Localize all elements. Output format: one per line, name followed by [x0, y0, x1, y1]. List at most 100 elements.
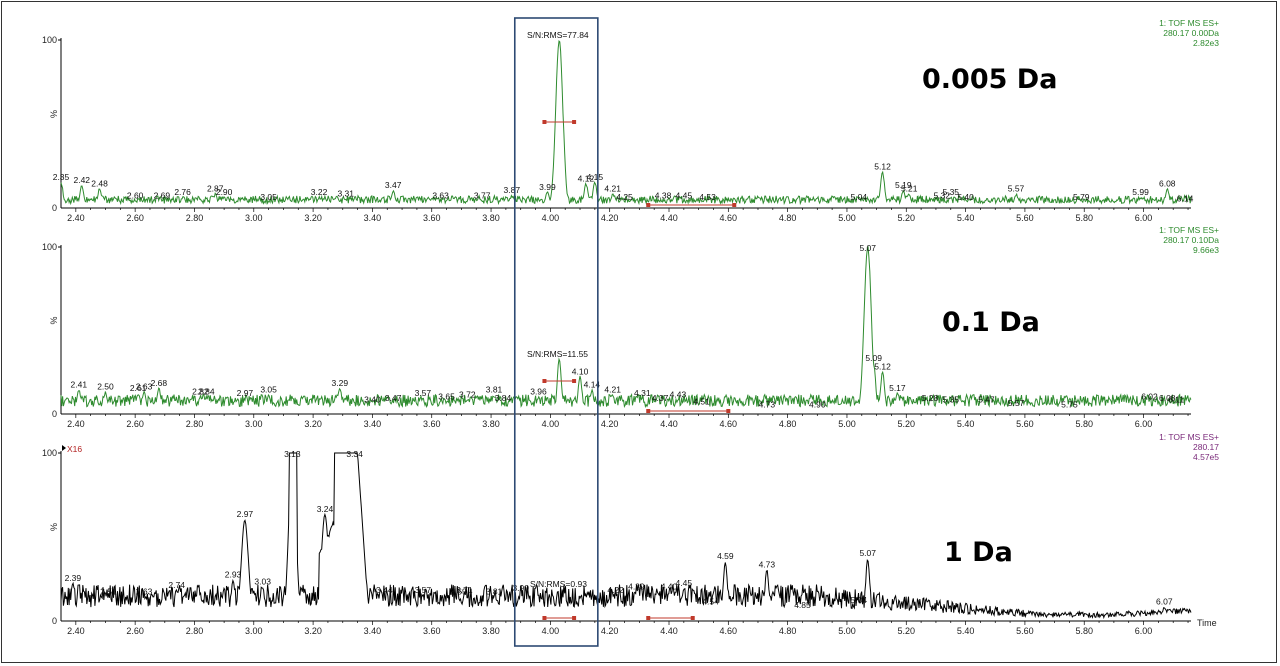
x-tick-label: 5.80 — [1075, 419, 1093, 429]
x-tick-label: 4.80 — [779, 419, 797, 429]
peak-label: 4.45 — [676, 190, 693, 200]
panel-2: 100% 0 2.40 2.60 2.80 3.00 3.20 3.40 3.60 3.80 4.0… — [42, 225, 1219, 429]
peak-label: 2.76 — [174, 187, 191, 197]
peak-label: 4.51 — [693, 396, 710, 406]
peak-label: 4.21 — [604, 385, 621, 395]
x-tick-label: 4.40 — [660, 213, 678, 223]
x-tick-label: 4.60 — [720, 626, 738, 636]
peak-label: 2.63 — [136, 586, 153, 596]
y-tick-label: 0 — [52, 616, 57, 626]
x-tick-label: 2.60 — [126, 419, 144, 429]
x-tick-label: 5.80 — [1075, 213, 1093, 223]
peak-label: 5.40 — [957, 192, 974, 202]
peak-label: 4.25 — [616, 192, 633, 202]
peak-label: 6.08 — [1159, 393, 1176, 403]
x-tick-label: 5.00 — [838, 626, 856, 636]
peak-label: 4.10 — [572, 366, 589, 376]
x-tick-label: 5.40 — [957, 213, 975, 223]
x-tick-label: 5.00 — [838, 419, 856, 429]
x-tick-label: 2.40 — [67, 213, 85, 223]
peak-label: 3.57 — [415, 388, 432, 398]
peak-label: 4.85 — [794, 600, 811, 610]
x-tick-label: 5.60 — [1016, 626, 1034, 636]
peak-label: 4.73 — [759, 560, 776, 570]
peak-label: 2.39 — [65, 573, 82, 583]
peak-label: 5.47 — [978, 395, 995, 405]
peak-label: 3.47 — [385, 393, 402, 403]
y-tick-label: 100 — [42, 448, 57, 458]
peak-label: 5.35 — [942, 395, 959, 405]
peak-label: 3.40 — [364, 395, 381, 405]
peak-label: 5.79 — [1073, 192, 1090, 202]
peak-label: 5.35 — [942, 187, 959, 197]
peak-label: 3.63 — [432, 190, 449, 200]
peak-label: 2.42 — [73, 175, 90, 185]
x-tick-label: 4.40 — [660, 419, 678, 429]
x-tick-label: 5.20 — [898, 213, 916, 223]
y-tick-label: % — [49, 110, 59, 118]
panel-1: 100% 0 2.40 2.60 2.80 3.00 3.20 3.40 3.60 3.80 4.0… — [42, 18, 1219, 223]
peak-label: 2.50 — [97, 381, 114, 391]
trace-line — [60, 40, 1192, 206]
x-tick-label: 3.40 — [364, 626, 382, 636]
y-tick-label: 100 — [42, 242, 57, 252]
x-tick-label: 4.80 — [779, 626, 797, 636]
peak-label: 5.75 — [1061, 400, 1078, 410]
x-tick-label: 2.80 — [186, 419, 204, 429]
x-tick-label: 5.40 — [957, 419, 975, 429]
peak-label: 3.13 — [284, 449, 301, 459]
mass-window-label: 0.005 Da — [922, 64, 1057, 95]
x-tick-label: 5.40 — [957, 626, 975, 636]
peak-label: 2.60 — [127, 190, 144, 200]
peak-label: 4.37 — [652, 393, 669, 403]
integration-marker — [542, 616, 547, 620]
peak-label: 4.53 — [699, 192, 716, 202]
peak-label: 5.28 — [922, 393, 939, 403]
peak-label: 5.57 — [1008, 398, 1025, 408]
peak-label: 4.12 — [578, 173, 595, 183]
x-tick-label: 3.00 — [245, 626, 263, 636]
x-tick-label: 2.40 — [67, 419, 85, 429]
trace-header-line: 280.17 0.10Da — [1163, 235, 1219, 245]
peak-label: 2.87 — [207, 184, 224, 194]
trace-header-line: 4.57e5 — [1193, 452, 1219, 462]
scale-marker: X16 — [67, 444, 82, 454]
peak-label: 5.07 — [859, 548, 876, 558]
x-tick-label: 3.20 — [304, 419, 322, 429]
integration-marker — [726, 409, 731, 413]
peak-label: 4.40 — [661, 581, 678, 591]
x-tick-label: 5.20 — [898, 419, 916, 429]
peak-label: 4.90 — [809, 400, 826, 410]
peak-label: 5.21 — [901, 184, 918, 194]
peak-label: 3.84 — [495, 393, 512, 403]
peak-label: 3.47 — [385, 180, 402, 190]
peak-label: 2.84 — [198, 386, 215, 396]
scale-arrow-icon — [62, 445, 66, 451]
x-tick-label: 4.00 — [542, 419, 560, 429]
trace-header-line: 2.82e3 — [1193, 38, 1219, 48]
x-tick-label: 3.80 — [482, 419, 500, 429]
x-tick-label: 2.80 — [186, 626, 204, 636]
trace-header-line: 280.17 — [1193, 442, 1219, 452]
peak-label: 2.74 — [168, 580, 185, 590]
peak-label: 3.44 — [376, 585, 393, 595]
x-tick-label: 4.80 — [779, 213, 797, 223]
y-tick-label: 100 — [42, 35, 57, 45]
x-tick-label: 3.00 — [245, 419, 263, 429]
x-tick-label: 6.00 — [1135, 419, 1153, 429]
peak-label: 2.63 — [136, 381, 153, 391]
peak-label: 3.72 — [459, 390, 476, 400]
trace-line — [60, 245, 1192, 409]
peak-label: 2.97 — [237, 509, 254, 519]
mass-window-label: 1 Da — [944, 537, 1013, 568]
x-tick-label: 3.20 — [304, 213, 322, 223]
peak-label: 6.08 — [1159, 179, 1176, 189]
x-tick-label: 6.00 — [1135, 213, 1153, 223]
x-tick-label: 4.40 — [660, 626, 678, 636]
peak-label: 3.81 — [486, 385, 503, 395]
integration-marker — [690, 616, 695, 620]
peak-label: 6.14 — [1177, 194, 1194, 204]
integration-marker — [572, 379, 577, 383]
trace-line — [60, 452, 1192, 620]
